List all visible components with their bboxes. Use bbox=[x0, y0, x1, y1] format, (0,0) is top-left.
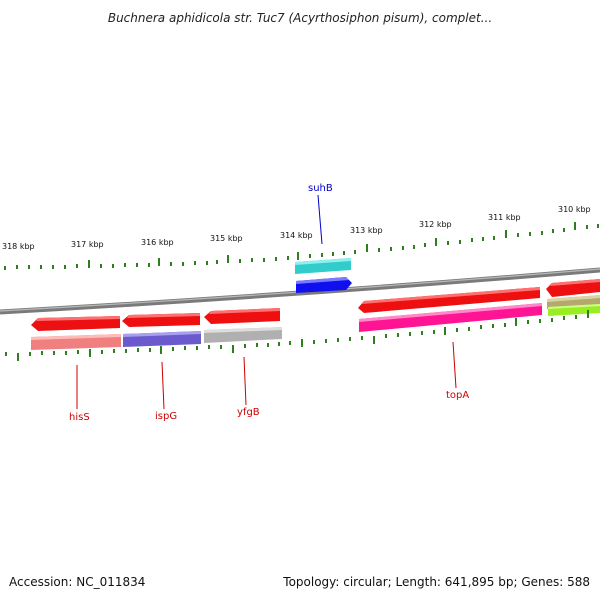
scale-label-315: 315 kbp bbox=[210, 234, 243, 243]
gene-label-yfgB[interactable]: yfgB bbox=[237, 407, 260, 418]
scale-label-314: 314 kbp bbox=[280, 231, 313, 240]
gene-label-suhB[interactable]: suhB bbox=[308, 183, 333, 194]
gene-label-ispG[interactable]: ispG bbox=[155, 411, 177, 422]
gene-suhB-cds[interactable] bbox=[296, 277, 352, 293]
leader-suhB bbox=[317, 194, 323, 245]
genome-backbone bbox=[0, 267, 600, 315]
map-title: Buchnera aphidicola str. Tuc7 (Acyrthosi… bbox=[107, 11, 493, 25]
leader-yfgB bbox=[243, 356, 247, 406]
inner-tick-track bbox=[5, 310, 589, 361]
scale-label-311: 311 kbp bbox=[488, 213, 521, 222]
leader-topA bbox=[452, 341, 457, 389]
gene-yfgB-cog[interactable] bbox=[204, 327, 282, 343]
scale-label-318: 318 kbp bbox=[2, 242, 35, 251]
gene-label-hisS[interactable]: hisS bbox=[69, 412, 90, 423]
gene-label-topA[interactable]: topA bbox=[446, 390, 469, 401]
gene-yfgB-cds[interactable] bbox=[204, 308, 280, 324]
gene-suhB-cog[interactable] bbox=[295, 258, 351, 274]
accession-text: Accession: NC_011834 bbox=[9, 575, 146, 589]
scale-label-313: 313 kbp bbox=[350, 226, 383, 235]
scale-label-317: 317 kbp bbox=[71, 240, 104, 249]
gene-ispG-cds[interactable] bbox=[122, 313, 200, 327]
leader-ispG bbox=[161, 361, 165, 410]
scale-label-310: 310 kbp bbox=[558, 205, 591, 214]
scale-label-316: 316 kbp bbox=[141, 238, 174, 247]
gene-ispG-cog[interactable] bbox=[123, 331, 201, 347]
outer-tick-track bbox=[4, 222, 599, 270]
gene-right-cds[interactable] bbox=[546, 279, 600, 297]
scale-label-312: 312 kbp bbox=[419, 220, 452, 229]
genome-summary-text: Topology: circular; Length: 641,895 bp; … bbox=[283, 575, 590, 589]
gene-hisS-cog[interactable] bbox=[31, 334, 121, 350]
gene-topA-cog[interactable] bbox=[359, 303, 542, 332]
gene-hisS-cds[interactable] bbox=[31, 316, 120, 331]
gene-topA-cds[interactable] bbox=[358, 287, 540, 313]
